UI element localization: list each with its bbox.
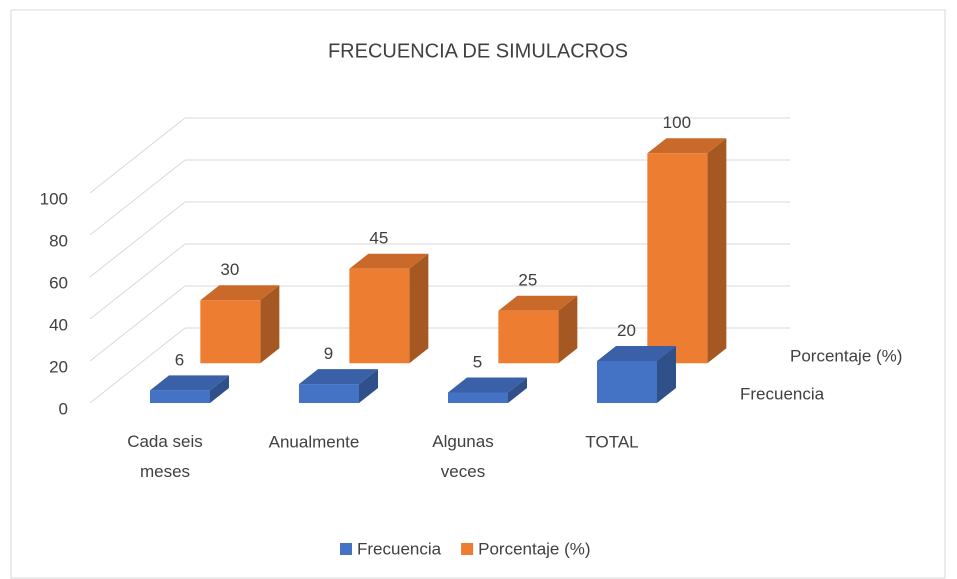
- y-tick-label: 80: [49, 231, 68, 250]
- depth-label: Frecuencia: [740, 384, 825, 403]
- bar-top: [299, 369, 378, 385]
- grid-line: [89, 201, 186, 278]
- bar: [299, 384, 359, 403]
- grid-line: [89, 243, 186, 320]
- bar: [200, 300, 261, 364]
- bar: [647, 153, 708, 364]
- bar-top: [200, 285, 280, 301]
- y-tick-label: 60: [49, 273, 68, 292]
- legend-swatch: [340, 543, 352, 555]
- data-label: 9: [324, 344, 333, 363]
- data-label: 5: [473, 352, 482, 371]
- bar: [498, 310, 559, 364]
- bar-top: [647, 138, 727, 154]
- bar-side: [657, 346, 676, 403]
- chart-title: FRECUENCIA DE SIMULACROS: [328, 40, 628, 62]
- bar-side: [359, 369, 378, 403]
- grid-line: [89, 285, 186, 362]
- grid-line: [89, 327, 186, 404]
- bar-side: [558, 295, 578, 364]
- bar-top: [349, 253, 429, 269]
- bar-top: [448, 377, 527, 393]
- data-label: 100: [663, 113, 691, 132]
- bar-side: [409, 253, 429, 364]
- depth-label: Porcentaje (%): [790, 346, 902, 365]
- y-tick-label: 100: [40, 189, 68, 208]
- data-label: 25: [518, 271, 537, 290]
- x-tick-label: Cada seis meses: [127, 432, 203, 481]
- grid-line: [89, 159, 186, 236]
- bar-side: [210, 375, 229, 403]
- bar-side: [707, 138, 727, 364]
- y-tick-label: 0: [59, 399, 68, 418]
- data-label: 6: [175, 350, 184, 369]
- bar-top: [498, 295, 578, 311]
- bar-top: [597, 346, 676, 361]
- data-label: 20: [617, 321, 636, 340]
- data-label: 30: [220, 260, 239, 279]
- bar: [349, 268, 410, 364]
- legend-swatch: [461, 543, 474, 555]
- bar: [150, 390, 210, 403]
- y-tick-label: 20: [49, 357, 68, 376]
- x-tick-label: TOTAL: [585, 432, 638, 451]
- bar-top: [150, 375, 229, 391]
- y-tick-label: 40: [49, 315, 68, 334]
- legend-label: Frecuencia: [357, 539, 442, 558]
- x-tick-label: Anualmente: [269, 432, 360, 451]
- data-label: 45: [369, 229, 388, 248]
- bar-side: [508, 377, 527, 403]
- chart-frame: [10, 9, 946, 579]
- bar: [597, 361, 657, 403]
- x-tick-label: Algunas veces: [432, 432, 493, 481]
- legend-label: Porcentaje (%): [478, 539, 590, 558]
- grid-line: [89, 117, 186, 194]
- bar: [448, 392, 508, 403]
- bar-side: [260, 285, 280, 364]
